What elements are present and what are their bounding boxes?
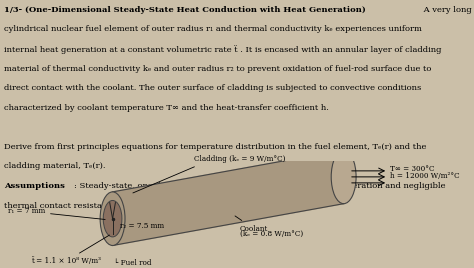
Text: internal heat generation at a constant volumetric rate ẗ . It is encased with an: internal heat generation at a constant v… bbox=[4, 45, 441, 54]
Ellipse shape bbox=[331, 150, 356, 204]
Text: cylindrical nuclear fuel element of outer radius r₁ and thermal conductivity kₑ : cylindrical nuclear fuel element of oute… bbox=[4, 25, 422, 34]
Text: direct contact with the coolant. The outer surface of cladding is subjected to c: direct contact with the coolant. The out… bbox=[4, 84, 421, 92]
Text: r₂ = 7.5 mm: r₂ = 7.5 mm bbox=[120, 222, 164, 230]
Text: T∞ = 300°C: T∞ = 300°C bbox=[390, 165, 434, 173]
Polygon shape bbox=[113, 150, 344, 245]
Text: characterized by coolant temperature T∞ and the heat-transfer coefficient h.: characterized by coolant temperature T∞ … bbox=[4, 104, 328, 112]
Text: Coolant: Coolant bbox=[235, 216, 268, 233]
Text: cladding material, Tₑ(r).: cladding material, Tₑ(r). bbox=[4, 162, 105, 170]
Text: └ Fuel rod: └ Fuel rod bbox=[114, 259, 152, 267]
Text: : Steady-state, one-dimensional conduction with uniform heat generation and negl: : Steady-state, one-dimensional conducti… bbox=[74, 182, 446, 190]
Text: h = 12000 W/m²°C: h = 12000 W/m²°C bbox=[390, 172, 459, 180]
Ellipse shape bbox=[103, 200, 122, 237]
Text: ẗ = 1.1 × 10⁸ W/m³: ẗ = 1.1 × 10⁸ W/m³ bbox=[31, 235, 109, 265]
Text: r₁ = 7 mm: r₁ = 7 mm bbox=[8, 207, 105, 219]
Text: thermal contact resistance.: thermal contact resistance. bbox=[4, 202, 119, 210]
Text: material of thermal conductivity kₑ and outer radius r₂ to prevent oxidation of : material of thermal conductivity kₑ and … bbox=[4, 65, 431, 73]
Text: A very long solid: A very long solid bbox=[421, 6, 474, 14]
Text: Cladding (kₑ = 9 W/m°C): Cladding (kₑ = 9 W/m°C) bbox=[133, 155, 286, 193]
Text: Derive from first principles equations for temperature distribution in the fuel : Derive from first principles equations f… bbox=[4, 143, 426, 151]
Text: 1/3- (One-Dimensional Steady-State Heat Conduction with Heat Generation): 1/3- (One-Dimensional Steady-State Heat … bbox=[4, 6, 365, 14]
Text: Assumptions: Assumptions bbox=[4, 182, 64, 190]
Ellipse shape bbox=[100, 192, 125, 245]
Text: (kₑ = 0.8 W/m°C): (kₑ = 0.8 W/m°C) bbox=[240, 230, 303, 238]
